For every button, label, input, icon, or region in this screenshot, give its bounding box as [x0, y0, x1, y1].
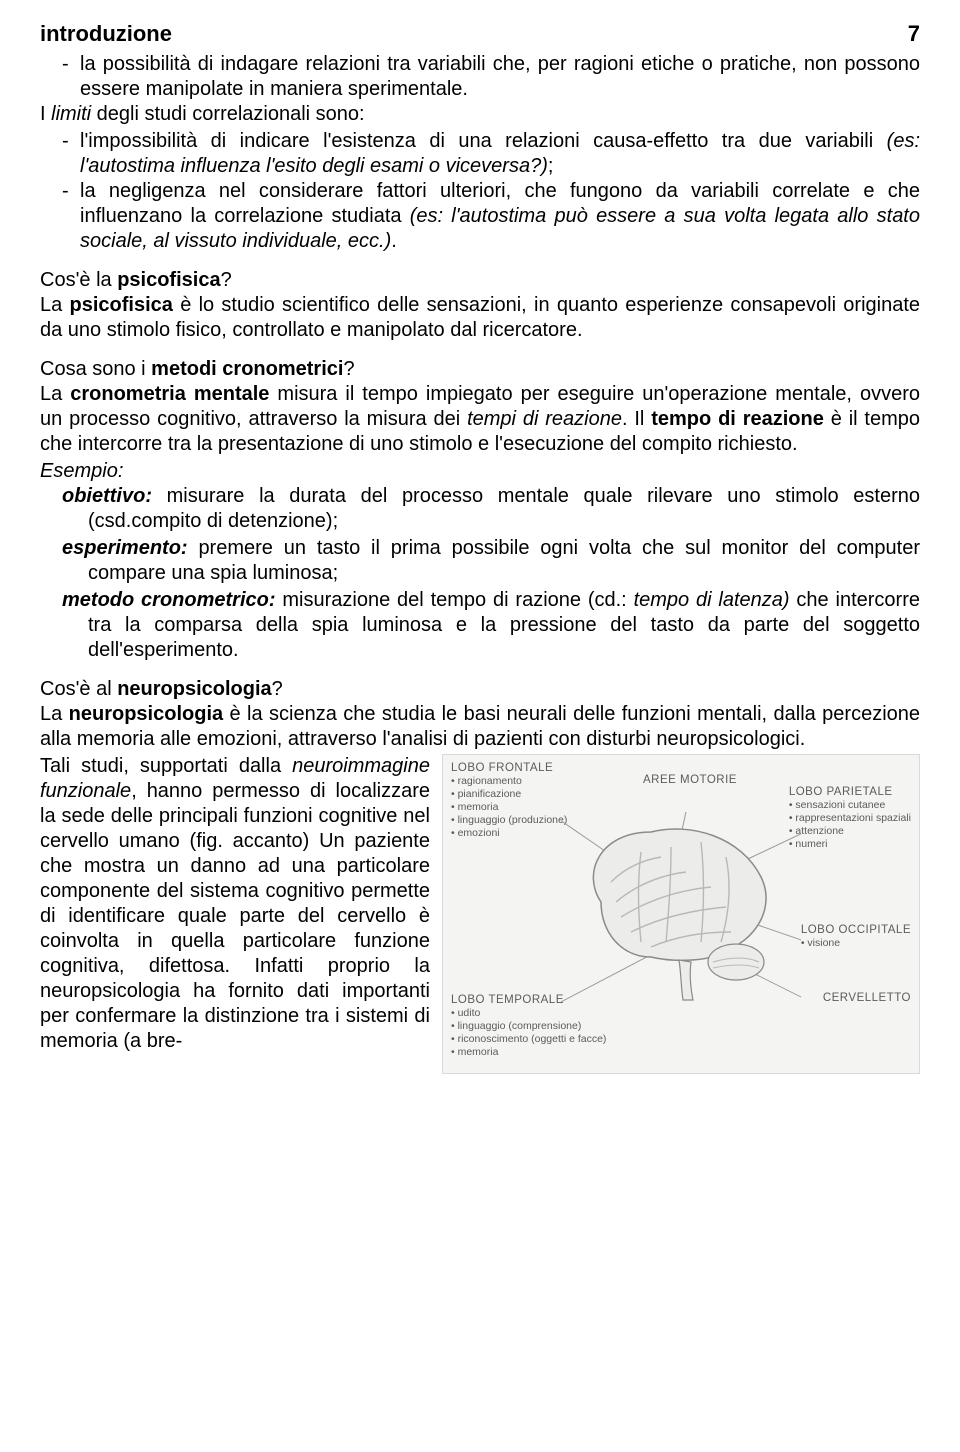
- text: misurare la durata del processo mentale …: [88, 485, 920, 532]
- example-item: obiettivo: misurare la durata del proces…: [62, 484, 920, 534]
- text: l'impossibilità di indicare l'esistenza …: [80, 130, 887, 152]
- text-italic: tempi di reazione: [467, 408, 622, 430]
- list-item: - la possibilità di indagare relazioni t…: [62, 52, 920, 102]
- text: . Il: [622, 408, 651, 430]
- bullet-dash: -: [62, 129, 80, 179]
- text-bold-italic: metodo cronometrico:: [62, 589, 276, 611]
- lobe-title: LOBO FRONTALE: [451, 761, 567, 775]
- limits-list: - l'impossibilità di indicare l'esistenz…: [40, 129, 920, 254]
- text: Cos'è al: [40, 678, 117, 700]
- answer-paragraph: La cronometria mentale misura il tempo i…: [40, 382, 920, 457]
- answer-paragraph: La psicofisica è lo studio scientifico d…: [40, 293, 920, 343]
- text-bold: neuropsicologia: [117, 678, 271, 700]
- lobe-item: • attenzione: [789, 825, 911, 838]
- brain-figure: LOBO FRONTALE • ragionamento • pianifica…: [442, 754, 920, 1074]
- limits-lead: I limiti degli studi correlazionali sono…: [40, 102, 920, 127]
- text-bold-italic: obiettivo:: [62, 485, 152, 507]
- text: .: [391, 230, 397, 252]
- text: è lo studio scientifico delle sensazioni…: [40, 294, 920, 341]
- lobe-item: • memoria: [451, 801, 567, 814]
- question-heading: Cos'è la psicofisica?: [40, 268, 920, 293]
- text: premere un tasto il prima possibile ogni…: [88, 537, 920, 584]
- text: Cosa sono i: [40, 358, 151, 380]
- question-heading: Cosa sono i metodi cronometrici?: [40, 357, 920, 382]
- example-item: esperimento: premere un tasto il prima p…: [62, 536, 920, 586]
- lobe-parietal: LOBO PARIETALE • sensazioni cutanee • ra…: [789, 785, 911, 852]
- bullet-dash: -: [62, 52, 80, 102]
- lobe-motor: AREE MOTORIE: [643, 773, 737, 787]
- bullet-text: la possibilità di indagare relazioni tra…: [80, 52, 920, 102]
- lobe-item: • ragionamento: [451, 775, 567, 788]
- text: La: [40, 294, 70, 316]
- text-bold: psicofisica: [70, 294, 173, 316]
- text-italic: tempo di latenza): [634, 589, 790, 611]
- text-bold: tempo di reazione: [651, 408, 824, 430]
- answer-paragraph: La neuropsicologia è la scienza che stud…: [40, 702, 920, 752]
- text-bold: cronometria mentale: [70, 383, 269, 405]
- text-bold: metodi cronometrici: [151, 358, 343, 380]
- lobe-item: • numeri: [789, 838, 911, 851]
- text: , hanno permesso di localizzare la sede …: [40, 780, 430, 1052]
- neuro-section: Tali studi, supportati dalla neuroimmagi…: [40, 754, 920, 1074]
- text-italic: limiti: [51, 103, 91, 125]
- text: ;: [548, 155, 554, 177]
- text: La: [40, 703, 69, 725]
- bullet-dash: -: [62, 179, 80, 254]
- lobe-title: CERVELLETTO: [823, 991, 911, 1005]
- lobe-item: • memoria: [451, 1046, 606, 1059]
- lobe-item: • visione: [801, 937, 911, 950]
- neuro-paragraph: Tali studi, supportati dalla neuroimmagi…: [40, 754, 430, 1054]
- lobe-title: AREE MOTORIE: [643, 773, 737, 787]
- text-bold: psicofisica: [117, 269, 220, 291]
- brain-icon: [561, 812, 801, 1002]
- text-bold-italic: esperimento:: [62, 537, 188, 559]
- lobe-title: LOBO OCCIPITALE: [801, 923, 911, 937]
- example-block: obiettivo: misurare la durata del proces…: [40, 484, 920, 663]
- lobe-temporal: LOBO TEMPORALE • udito • linguaggio (com…: [451, 993, 606, 1060]
- question-heading: Cos'è al neuropsicologia?: [40, 677, 920, 702]
- lobe-item: • riconoscimento (oggetti e facce): [451, 1033, 606, 1046]
- bullet-text: la negligenza nel considerare fattori ul…: [80, 179, 920, 254]
- list-item: - l'impossibilità di indicare l'esistenz…: [62, 129, 920, 179]
- bullet-text: l'impossibilità di indicare l'esistenza …: [80, 129, 920, 179]
- text: La: [40, 383, 70, 405]
- example-label: Esempio:: [40, 459, 920, 484]
- text: degli studi correlazionali sono:: [91, 103, 365, 125]
- lobe-cerebellum: CERVELLETTO: [823, 991, 911, 1005]
- lobe-occipital: LOBO OCCIPITALE • visione: [801, 923, 911, 951]
- text: ?: [221, 269, 232, 291]
- lobe-item: • sensazioni cutanee: [789, 799, 911, 812]
- page-number: 7: [908, 20, 920, 48]
- list-item: - la negligenza nel considerare fattori …: [62, 179, 920, 254]
- text: I: [40, 103, 51, 125]
- lobe-item: • pianificazione: [451, 788, 567, 801]
- page-header: introduzione 7: [40, 20, 920, 48]
- text: ?: [272, 678, 283, 700]
- lobe-frontal: LOBO FRONTALE • ragionamento • pianifica…: [451, 761, 567, 841]
- lobe-item: • emozioni: [451, 827, 567, 840]
- text-bold: neuropsicologia: [69, 703, 223, 725]
- intro-bullet-block: - la possibilità di indagare relazioni t…: [40, 52, 920, 102]
- lobe-item: • linguaggio (produzione): [451, 814, 567, 827]
- text: misurazione del tempo di razione (cd.:: [276, 589, 634, 611]
- lobe-item: • udito: [451, 1007, 606, 1020]
- section-title: introduzione: [40, 20, 172, 48]
- lobe-item: • rappresentazioni spaziali: [789, 812, 911, 825]
- text: Tali studi, supportati dalla: [40, 755, 292, 777]
- lobe-item: • linguaggio (comprensione): [451, 1020, 606, 1033]
- lobe-title: LOBO PARIETALE: [789, 785, 911, 799]
- text: ?: [343, 358, 354, 380]
- example-item: metodo cronometrico: misurazione del tem…: [62, 588, 920, 663]
- text: Cos'è la: [40, 269, 117, 291]
